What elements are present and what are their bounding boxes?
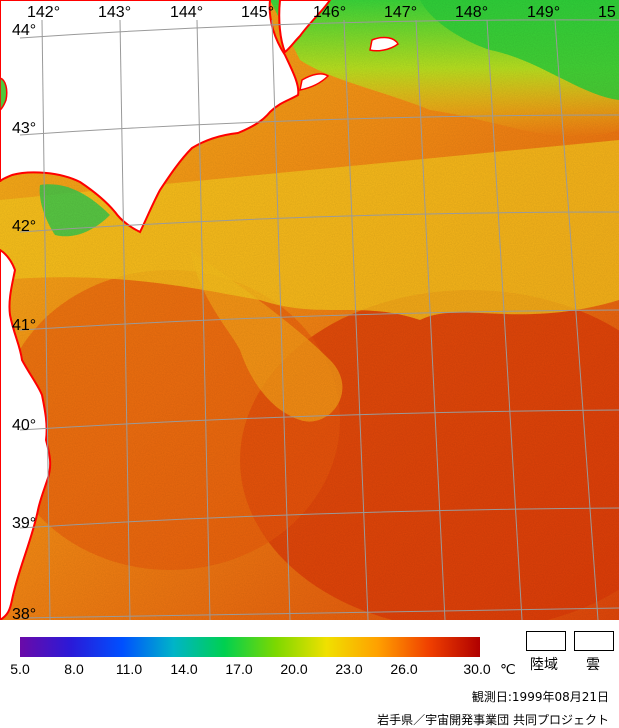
- cloud-key-label: 雲: [586, 657, 600, 673]
- land-key-swatch: [526, 631, 566, 651]
- scale-tick-label: 23.0: [335, 661, 363, 677]
- lon-label-148: 148°: [455, 4, 489, 21]
- land-northern-tip: [0, 77, 8, 111]
- lon-label-142: 142°: [27, 4, 61, 21]
- land-honshu: [0, 248, 52, 620]
- land-shiretoko: [278, 0, 332, 54]
- lon-label-147: 147°: [384, 4, 418, 21]
- temperature-color-scale: [20, 637, 480, 657]
- scale-tick-label: 14.0: [170, 661, 198, 677]
- observation-date: 観測日:1999年08月21日: [471, 690, 609, 704]
- lon-label-149: 149°: [527, 4, 561, 21]
- lon-label-143: 143°: [98, 4, 132, 21]
- lon-label-146: 146°: [313, 4, 347, 21]
- land-hokkaido: [0, 0, 300, 234]
- scale-tick-label: 26.0: [390, 661, 418, 677]
- lon-label-144: 144°: [170, 4, 204, 21]
- scale-tick-label: 11.0: [115, 661, 143, 677]
- scale-tick-label: 20.0: [280, 661, 308, 677]
- lon-label-150: 15: [598, 4, 616, 21]
- lat-label-38: 38°: [12, 606, 37, 623]
- lat-label-40: 40°: [12, 417, 37, 434]
- sea-surface-temperature-map: [0, 0, 619, 620]
- lon-label-145: 145°: [241, 4, 275, 21]
- scale-tick-label: 5.0: [10, 661, 30, 677]
- lat-label-42: 42°: [12, 218, 37, 235]
- temperature-unit: ℃: [500, 661, 516, 677]
- scale-tick-label: 30.0: [463, 661, 491, 677]
- lat-label-39: 39°: [12, 515, 37, 532]
- cloud-key-swatch: [574, 631, 614, 651]
- lat-label-44: 44°: [12, 22, 37, 39]
- land-island: [369, 36, 399, 52]
- longitude-gridlines: [41, 19, 599, 620]
- credit-line: 岩手県／宇宙開発事業団 共同プロジェクト: [377, 713, 609, 727]
- scale-tick-label: 17.0: [225, 661, 253, 677]
- land-key-label: 陸域: [530, 657, 558, 673]
- scale-tick-label: 8.0: [64, 661, 84, 677]
- lat-label-43: 43°: [12, 120, 37, 137]
- land-island: [299, 73, 330, 91]
- lat-label-41: 41°: [12, 317, 37, 334]
